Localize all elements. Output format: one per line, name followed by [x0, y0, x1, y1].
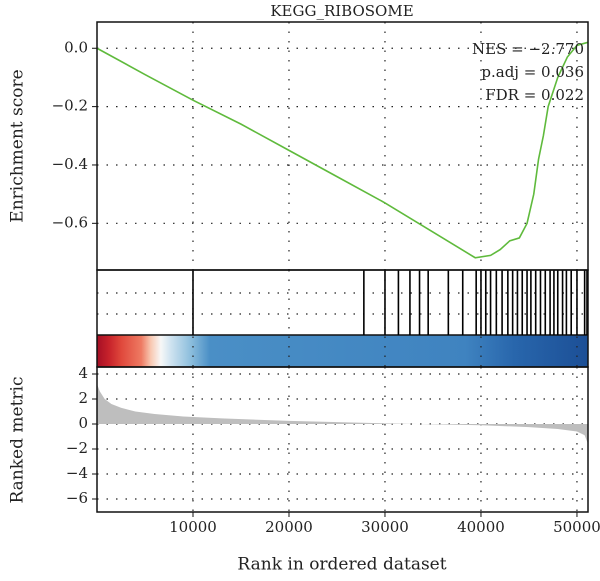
panel-frame — [96, 21, 589, 271]
y-axis-label: Enrichment score — [8, 69, 28, 222]
annotation: p.adj = 0.036 — [481, 63, 584, 81]
x-axis-label: Rank in ordered dataset — [237, 555, 446, 575]
enrichment-line — [96, 41, 588, 259]
x-tick-label: 30000 — [361, 518, 409, 536]
y-tick-label: 0 — [78, 414, 88, 432]
y-tick-label: 4 — [78, 364, 88, 382]
panel-frame — [96, 366, 589, 513]
annotation: NES = −2.770 — [472, 40, 584, 58]
x-tick-label: 10000 — [169, 518, 217, 536]
y-tick-label: −4 — [66, 464, 88, 482]
y-tick-label: −0.4 — [52, 155, 88, 173]
y-tick-label: −0.2 — [52, 97, 88, 115]
x-tick-label: 20000 — [265, 518, 313, 536]
color-bar — [97, 335, 588, 367]
x-tick-label: 40000 — [457, 518, 505, 536]
chart-title: KEGG_RIBOSOME — [270, 2, 413, 20]
y-axis-label: Ranked metric — [8, 376, 28, 503]
metric-area — [97, 384, 588, 444]
y-tick-label: −2 — [66, 439, 88, 457]
y-tick-label: −6 — [66, 489, 88, 507]
y-tick-label: 0.0 — [64, 38, 88, 56]
annotation: FDR = 0.022 — [485, 86, 584, 104]
x-tick-label: 50000 — [553, 518, 600, 536]
y-tick-label: 2 — [78, 389, 88, 407]
y-tick-label: −0.6 — [52, 213, 88, 231]
